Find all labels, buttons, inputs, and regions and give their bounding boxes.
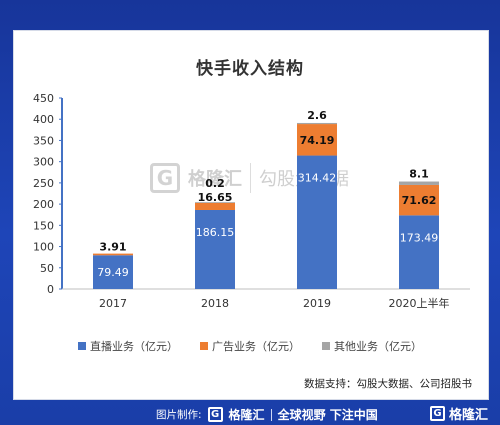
- y-tick-label: 350: [33, 134, 54, 147]
- watermark-logo-icon: G: [150, 163, 180, 193]
- footer-bar: 图片制作: G 格隆汇 全球视野 下注中国 G 格隆汇: [0, 400, 500, 425]
- legend-item-other: 其他业务（亿元）: [322, 338, 422, 354]
- y-tick-label: 400: [33, 113, 54, 126]
- legend-label-ads: 广告业务（亿元）: [212, 340, 300, 353]
- y-tick-label: 450: [33, 92, 54, 105]
- data-label-ads: 16.65: [198, 191, 233, 204]
- data-label-ads: 71.62: [402, 194, 437, 207]
- chart-legend: 直播业务（亿元） 广告业务（亿元） 其他业务（亿元）: [0, 338, 500, 354]
- footer-right-logo: G 格隆汇: [429, 404, 488, 423]
- bar-live: [93, 255, 133, 289]
- legend-label-other: 其他业务（亿元）: [334, 340, 422, 353]
- x-tick-label: 2020上半年: [389, 296, 450, 310]
- bar-ads: [297, 124, 337, 156]
- legend-label-live: 直播业务（亿元）: [90, 340, 178, 353]
- footer-logo-icon: G: [207, 407, 223, 422]
- legend-swatch-other: [322, 342, 330, 350]
- footer-credit: 图片制作: G 格隆汇 全球视野 下注中国: [156, 406, 378, 423]
- data-label-live: 186.15: [196, 226, 235, 239]
- footer-right-brand: 格隆汇: [448, 408, 488, 423]
- bar-other: [399, 181, 439, 185]
- bar-ads: [93, 253, 133, 256]
- y-tick-label: 200: [33, 198, 54, 211]
- bar-other: [195, 202, 235, 203]
- y-tick-label: 300: [33, 156, 54, 169]
- data-label-other: 2.6: [307, 109, 327, 122]
- data-label-live: 79.49: [97, 266, 129, 279]
- legend-swatch-live: [78, 342, 86, 350]
- footer-brand: 格隆汇: [228, 408, 265, 422]
- watermark-brand: 格隆汇: [188, 169, 242, 190]
- bar-live: [297, 155, 337, 289]
- footer-slogan: 全球视野 下注中国: [277, 408, 378, 422]
- chart-title: 快手收入结构: [196, 59, 304, 79]
- data-label-ads: 3.91: [99, 241, 126, 254]
- watermark-separator: [250, 163, 251, 193]
- data-label-live: 173.49: [400, 231, 439, 244]
- footer-right-logo-icon: G: [429, 406, 445, 421]
- y-tick-label: 250: [33, 177, 54, 190]
- bar-ads: [399, 184, 439, 216]
- legend-swatch-ads: [200, 342, 208, 350]
- legend-item-live: 直播业务（亿元）: [78, 338, 178, 354]
- y-tick-label: 0: [47, 283, 54, 296]
- source-note: 数据支持：勾股大数据、公司招股书: [304, 378, 472, 390]
- bar-live: [399, 215, 439, 289]
- footer-credit-label: 图片制作:: [156, 409, 202, 421]
- data-label-other: 8.1: [409, 168, 429, 181]
- x-tick-label: 2018: [201, 297, 229, 310]
- y-tick-label: 100: [33, 241, 54, 254]
- legend-item-ads: 广告业务（亿元）: [200, 338, 300, 354]
- x-tick-label: 2019: [303, 297, 331, 310]
- x-tick-label: 2017: [99, 297, 127, 310]
- bar-ads: [195, 202, 235, 210]
- data-label-live: 314.42: [298, 172, 337, 185]
- footer-separator: [270, 408, 272, 421]
- bar-live: [195, 209, 235, 289]
- bar-other: [297, 122, 337, 125]
- y-tick-label: 150: [33, 219, 54, 232]
- data-label-other: 0.2: [205, 177, 225, 190]
- y-tick-label: 50: [40, 262, 54, 275]
- data-label-ads: 74.19: [300, 134, 335, 147]
